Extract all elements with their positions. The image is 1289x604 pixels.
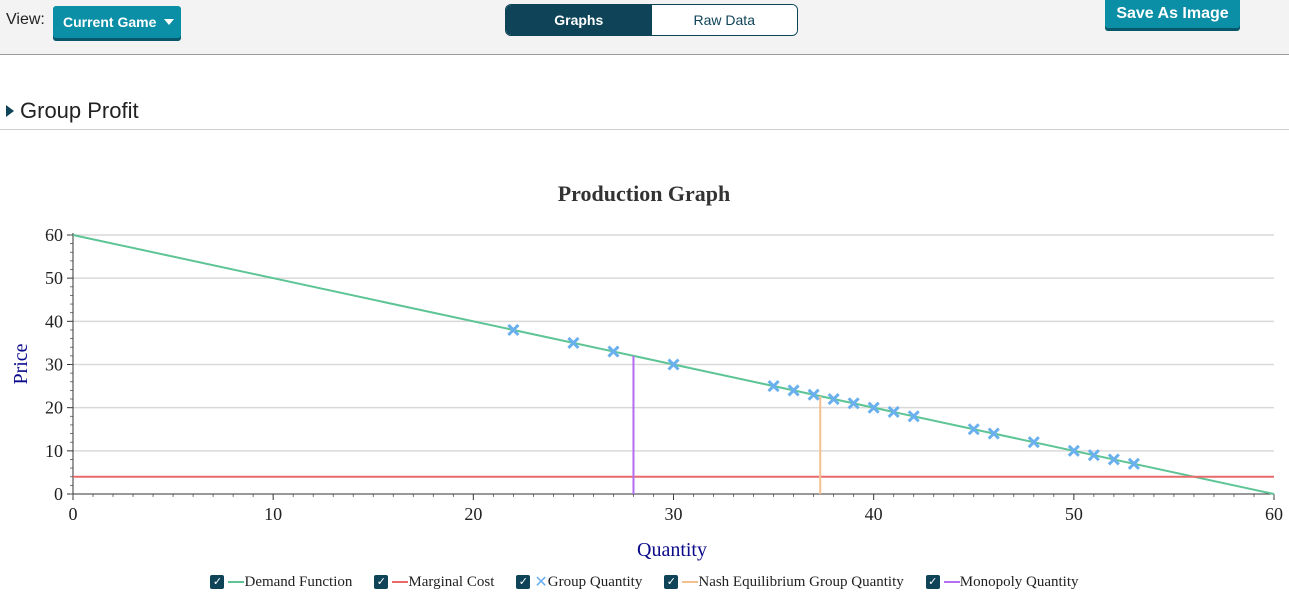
tab-raw-data[interactable]: Raw Data xyxy=(651,5,797,35)
legend-label: Demand Function xyxy=(244,573,353,590)
group-quantity-point xyxy=(987,427,1000,440)
y-tick-label: 30 xyxy=(45,355,63,375)
group-quantity-point xyxy=(847,397,860,410)
x-tick-label: 40 xyxy=(865,504,883,524)
group-quantity-point xyxy=(827,392,840,406)
legend-line-swatch xyxy=(682,581,699,583)
chart-title: Production Graph xyxy=(558,181,731,206)
checkbox-checked-icon[interactable]: ✓ xyxy=(374,575,389,589)
checkbox-checked-icon[interactable]: ✓ xyxy=(664,575,679,589)
group-quantity-point xyxy=(787,384,800,397)
caret-down-icon xyxy=(164,19,175,25)
legend-line-swatch xyxy=(943,581,960,583)
legend-label: Marginal Cost xyxy=(408,573,495,590)
legend-item-group-quantity[interactable]: ✓ ✕ Group Quantity xyxy=(516,570,642,594)
y-tick-label: 50 xyxy=(45,268,63,288)
group-quantity-point xyxy=(1087,449,1100,462)
series-layer xyxy=(72,234,1275,495)
view-tabs: Graphs Raw Data xyxy=(505,4,798,36)
save-as-image-button[interactable]: Save As Image xyxy=(1105,0,1240,28)
legend-item-demand[interactable]: ✓ Demand Function xyxy=(210,570,352,594)
group-quantity-point xyxy=(1027,436,1040,449)
x-axis-label: Quantity xyxy=(637,539,707,561)
y-tick-label: 40 xyxy=(45,311,63,331)
legend: ✓ Demand Function ✓ Marginal Cost ✓ ✕ Gr… xyxy=(0,570,1289,594)
group-quantity-point xyxy=(1127,457,1140,470)
section-toggle[interactable]: Group Profit xyxy=(6,98,139,124)
x-tick-label: 10 xyxy=(264,504,282,524)
group-quantity-point xyxy=(667,358,680,371)
y-tick-label: 20 xyxy=(45,398,63,418)
legend-label: Nash Equilibrium Group Quantity xyxy=(698,573,904,590)
section-divider xyxy=(0,129,1289,130)
x-tick-label: 60 xyxy=(1265,504,1283,524)
group-quantity-point xyxy=(607,345,620,358)
group-quantity-point xyxy=(567,336,580,349)
checkbox-checked-icon[interactable]: ✓ xyxy=(925,575,940,589)
legend-line-swatch xyxy=(392,581,409,583)
group-quantity-point xyxy=(867,401,880,414)
group-quantity-point xyxy=(887,405,900,419)
checkbox-checked-icon[interactable]: ✓ xyxy=(516,575,531,589)
y-tick-label: 60 xyxy=(45,225,63,245)
y-tick-label: 10 xyxy=(45,441,63,461)
checkbox-checked-icon[interactable]: ✓ xyxy=(210,575,225,589)
group-quantity-point xyxy=(507,323,520,337)
group-quantity-point xyxy=(1107,453,1120,466)
tab-graphs[interactable]: Graphs xyxy=(506,5,652,35)
x-tick-label: 30 xyxy=(665,504,683,524)
group-quantity-point xyxy=(807,388,820,401)
x-tick-label: 20 xyxy=(464,504,482,524)
group-quantity-point xyxy=(967,423,980,436)
section-title: Group Profit xyxy=(20,98,139,123)
x-tick-label: 0 xyxy=(69,504,78,524)
triangle-right-icon xyxy=(6,105,14,117)
toolbar: View: Current Game Graphs Raw Data Save … xyxy=(0,0,1289,55)
view-dropdown-value: Current Game xyxy=(63,14,157,30)
x-tick-label: 50 xyxy=(1065,504,1083,524)
gridlines xyxy=(73,234,1274,452)
view-dropdown[interactable]: Current Game xyxy=(53,6,181,38)
legend-item-nash[interactable]: ✓ Nash Equilibrium Group Quantity xyxy=(664,570,904,594)
group-quantity-point xyxy=(767,380,780,393)
axes: 0 10 20 30 40 50 60 0 10 20 30 40 50 60 xyxy=(45,225,1283,524)
legend-item-monopoly[interactable]: ✓ Monopoly Quantity xyxy=(925,570,1079,594)
group-quantity-point xyxy=(1067,444,1080,457)
production-chart: Production Graph 0 10 20 30 40 50 60 0 10 20 30 40 5… xyxy=(10,181,1283,561)
group-quantity-point xyxy=(907,410,920,423)
x-marker-icon: ✕ xyxy=(534,572,548,591)
view-label: View: xyxy=(6,11,45,28)
legend-line-swatch xyxy=(228,581,245,583)
legend-label: Monopoly Quantity xyxy=(959,573,1079,590)
y-axis-label: Price xyxy=(10,343,32,384)
legend-label: Group Quantity xyxy=(547,573,643,590)
y-tick-label: 0 xyxy=(54,484,63,504)
legend-item-marginal-cost[interactable]: ✓ Marginal Cost xyxy=(374,570,494,594)
